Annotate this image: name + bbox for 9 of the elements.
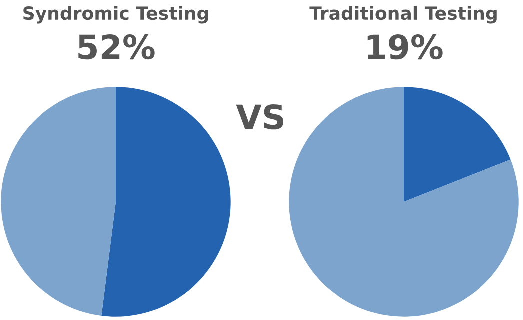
chart-subtitle: 19%	[368, 34, 443, 60]
pie-slice	[404, 87, 511, 202]
chart-subtitle: 52%	[78, 34, 155, 60]
pie-slice	[1, 87, 116, 316]
pie-slice	[102, 87, 231, 317]
chart-title: Syndromic Testing	[24, 6, 208, 24]
chart-title: Traditional Testing	[310, 6, 497, 24]
text: VS	[236, 104, 284, 130]
pie-slice	[289, 87, 519, 317]
